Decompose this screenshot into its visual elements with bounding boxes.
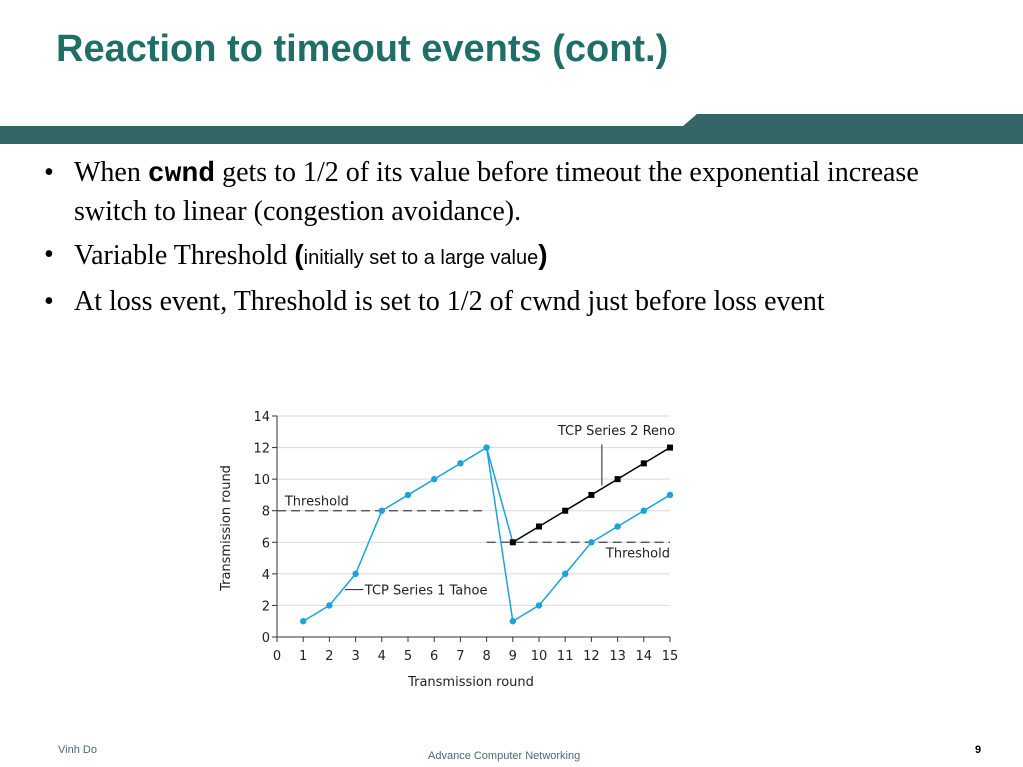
data-point-reno <box>509 539 516 546</box>
x-tick-label: 10 <box>531 649 548 664</box>
bullet-text: At loss event, Threshold is set to 1/2 o… <box>74 286 825 317</box>
x-tick-label: 13 <box>609 649 626 664</box>
chart-grid <box>277 415 670 638</box>
y-tick-label: 8 <box>262 505 270 520</box>
y-tick-label: 4 <box>262 568 270 583</box>
threshold-lines <box>277 510 670 543</box>
paren-close: ) <box>538 239 548 270</box>
bullet-item: Variable Threshold (initially set to a l… <box>40 236 990 277</box>
data-point-tahoe <box>300 618 307 625</box>
footer-course: Advance Computer Networking <box>428 750 581 762</box>
y-tick-label: 0 <box>262 631 270 646</box>
x-tick-label: 7 <box>456 649 464 664</box>
slide-title: Reaction to timeout events (cont.) <box>56 28 669 70</box>
data-point-tahoe <box>378 507 385 514</box>
x-tick-label: 0 <box>273 649 281 664</box>
bullet-item: When cwnd gets to 1/2 of its value befor… <box>40 154 990 230</box>
y-tick-label: 6 <box>262 536 270 551</box>
threshold-label-2: Threshold <box>605 546 670 561</box>
data-point-reno <box>614 476 621 483</box>
data-point-tahoe <box>535 602 543 609</box>
y-tick-label: 12 <box>253 442 270 457</box>
data-point-tahoe <box>431 475 438 483</box>
x-tick-label: 5 <box>404 649 412 664</box>
data-point-tahoe <box>588 539 595 546</box>
y-tick-label: 2 <box>262 599 270 614</box>
data-point-reno <box>562 507 569 514</box>
bullet-text: gets to 1/2 of its value before timeout … <box>74 157 919 227</box>
threshold-label-1: Threshold <box>284 495 349 510</box>
page-number: 9 <box>975 744 982 756</box>
chart-series <box>300 444 674 625</box>
bullet-text: When <box>74 157 148 188</box>
data-point-tahoe <box>509 618 516 625</box>
chart-axes <box>272 415 671 642</box>
data-point-tahoe <box>404 491 412 499</box>
x-tick-label: 14 <box>636 649 653 664</box>
y-axis-label: Transmission round <box>219 465 234 592</box>
x-tick-label: 12 <box>583 649 600 664</box>
bullet-item: At loss event, Threshold is set to 1/2 o… <box>40 283 990 320</box>
x-tick-label: 8 <box>482 649 490 664</box>
data-point-tahoe <box>483 444 490 451</box>
y-tick-label: 10 <box>253 473 270 488</box>
data-point-tahoe <box>562 570 569 578</box>
x-axis-label: Transmission round <box>407 675 534 690</box>
data-point-reno <box>536 523 542 530</box>
bullet-text: Variable Threshold <box>74 240 295 271</box>
series-drop-reno <box>485 447 514 543</box>
x-tick-label: 1 <box>299 649 307 664</box>
header-band <box>0 114 1023 144</box>
x-tick-label: 2 <box>325 649 333 664</box>
data-point-reno <box>588 491 595 498</box>
data-point-tahoe <box>352 570 359 578</box>
series-label-tahoe: TCP Series 1 Tahoe <box>364 584 488 599</box>
data-point-tahoe <box>666 491 674 499</box>
x-tick-label: 11 <box>557 649 574 664</box>
data-point-tahoe <box>326 602 333 609</box>
data-point-tahoe <box>614 523 621 530</box>
x-tick-label: 6 <box>430 649 438 664</box>
x-tick-label: 9 <box>509 649 517 664</box>
footer-author: Vinh Do <box>58 744 97 756</box>
data-point-tahoe <box>457 460 464 467</box>
data-point-reno <box>667 444 673 451</box>
y-tick-label: 14 <box>253 410 270 425</box>
data-point-tahoe <box>640 507 647 514</box>
x-tick-label: 15 <box>662 649 679 664</box>
x-tick-label: 4 <box>378 649 386 664</box>
code-term: cwnd <box>147 159 216 190</box>
x-tick-label: 3 <box>351 649 359 664</box>
chart-annotations: Threshold Threshold TCP Series 1 Tahoe TCP … <box>284 424 675 599</box>
paren-open: ( <box>294 239 304 270</box>
series-label-reno: TCP Series 2 Reno <box>557 424 675 439</box>
bullet-note: initially set to a large value <box>303 247 539 269</box>
bullet-list: When cwnd gets to 1/2 of its value befor… <box>40 154 990 326</box>
data-point-reno <box>640 460 647 467</box>
